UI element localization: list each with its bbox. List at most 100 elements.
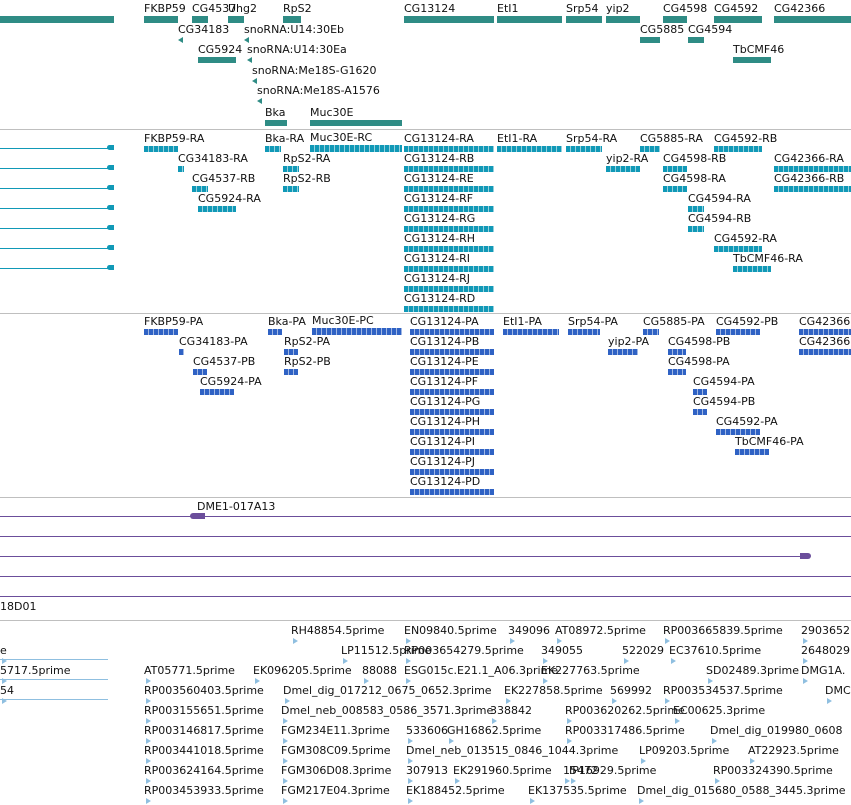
clone-line[interactable] [0,576,851,577]
feature-glyph[interactable] [404,286,494,292]
est-arrow-icon[interactable] [530,798,535,804]
feature-glyph[interactable] [410,369,494,375]
clone-marker[interactable] [800,553,811,559]
feature-label[interactable]: CG4598-RB [663,152,727,165]
feature-label[interactable]: TbCMF46-PA [735,435,804,448]
feature-label[interactable]: CG13124-RD [404,292,476,305]
feature-glyph[interactable] [688,226,704,232]
est-label[interactable]: SD02489.3prime [706,664,799,677]
feature-label[interactable]: Muc30E-PC [312,314,374,327]
feature-glyph[interactable] [640,37,660,43]
feature-glyph[interactable] [284,349,298,355]
feature-label[interactable]: RpS2-PB [284,355,331,368]
feature-label[interactable]: Srp54-PA [568,315,618,328]
est-arrow-icon[interactable] [2,678,7,684]
feature-label[interactable]: CG13124-RJ [404,272,471,285]
est-arrow-icon[interactable] [343,658,348,664]
clone-marker[interactable] [190,513,205,519]
strand-arrow-icon[interactable] [244,37,249,43]
est-arrow-icon[interactable] [715,778,720,784]
est-label[interactable]: EK291960.5prime [453,764,552,777]
transcript-intron-line[interactable] [0,268,108,269]
feature-label[interactable]: CG4598 [663,2,708,15]
est-label[interactable]: EN09840.5prime [404,624,497,637]
exon-block[interactable] [107,265,114,270]
feature-glyph[interactable] [716,429,760,435]
est-arrow-icon[interactable] [283,778,288,784]
feature-label[interactable]: Muc30E [310,106,354,119]
feature-glyph[interactable] [265,120,287,126]
feature-glyph[interactable] [799,329,851,335]
transcript-intron-line[interactable] [0,148,108,149]
feature-glyph[interactable] [643,329,659,335]
feature-label[interactable]: CG4594-RA [688,192,751,205]
feature-label[interactable]: snoRNA:Me18S-G1620 [252,64,377,77]
feature-glyph[interactable] [799,349,851,355]
est-label[interactable]: ESG015c.E21.1_A06.3prime [404,664,558,677]
est-arrow-icon[interactable] [255,678,260,684]
feature-label[interactable]: Bka-RA [265,132,305,145]
feature-label[interactable]: CG42366 [774,2,826,15]
est-arrow-icon[interactable] [567,738,572,744]
feature-glyph[interactable] [410,449,494,455]
est-arrow-icon[interactable] [364,678,369,684]
feature-label[interactable]: CG4594-PB [693,395,756,408]
est-label[interactable]: 2903652 [801,624,850,637]
est-label[interactable]: RP003441018.5prime [144,744,264,757]
est-label[interactable]: Dmel_dig_015680_0588_3445.3prime [637,784,846,797]
exon-block[interactable] [107,185,114,190]
est-arrow-icon[interactable] [803,638,808,644]
feature-glyph[interactable] [404,146,494,152]
exon-block[interactable] [107,165,114,170]
est-label[interactable]: 54 [0,684,14,697]
est-arrow-icon[interactable] [750,758,755,764]
feature-glyph[interactable] [606,16,640,23]
est-label[interactable]: RP003453933.5prime [144,784,264,797]
feature-label[interactable]: CG42366 [799,315,851,328]
est-line[interactable] [0,679,108,680]
feature-label[interactable]: TbCMF46 [733,43,785,56]
feature-label[interactable]: CG4592-RB [714,132,778,145]
feature-label[interactable]: Srp54-RA [566,132,618,145]
est-label[interactable]: EK227858.5prime [504,684,603,697]
est-arrow-icon[interactable] [665,638,670,644]
feature-label[interactable]: RpS2-RB [283,172,331,185]
est-label[interactable]: e [0,644,7,657]
feature-label[interactable]: Uhg2 [228,2,258,15]
est-line[interactable] [0,699,108,700]
feature-label[interactable]: CG13124-PB [410,335,480,348]
est-arrow-icon[interactable] [408,738,413,744]
feature-label[interactable]: CG5885 [640,23,685,36]
est-label[interactable]: 522029 [622,644,664,657]
est-label[interactable]: RP003146817.5prime [144,724,264,737]
feature-label[interactable]: CG13124-RA [404,132,474,145]
est-label[interactable]: LP09203.5prime [639,744,730,757]
est-label[interactable]: 338842 [490,704,532,717]
est-label[interactable]: AT08972.5prime [555,624,646,637]
feature-glyph[interactable] [310,145,402,152]
feature-glyph[interactable] [410,349,494,355]
transcript-intron-line[interactable] [0,208,108,209]
feature-label[interactable]: yip2 [606,2,630,15]
feature-label[interactable]: CG5885-PA [643,315,705,328]
clone-line[interactable] [0,556,810,557]
est-label[interactable]: FGM234E11.3prime [281,724,390,737]
est-label[interactable]: EK096205.5prime [253,664,352,677]
feature-glyph[interactable] [310,120,402,126]
feature-label[interactable]: CG5924-PA [200,375,262,388]
feature-glyph[interactable] [265,146,281,152]
est-arrow-icon[interactable] [2,698,7,704]
feature-glyph[interactable] [663,186,687,192]
feature-glyph[interactable] [228,16,244,23]
est-label[interactable]: 15472 [563,764,598,777]
est-arrow-icon[interactable] [712,738,717,744]
est-label[interactable]: LP11512.5prime [341,644,432,657]
est-label[interactable]: RP003560403.5prime [144,684,264,697]
est-label[interactable]: Dmel_neb_013515_0846_1044.3prime [406,744,619,757]
est-arrow-icon[interactable] [408,798,413,804]
est-arrow-icon[interactable] [675,718,680,724]
est-line[interactable] [0,659,108,660]
est-arrow-icon[interactable] [671,658,676,664]
feature-glyph[interactable] [688,206,704,212]
est-arrow-icon[interactable] [146,758,151,764]
